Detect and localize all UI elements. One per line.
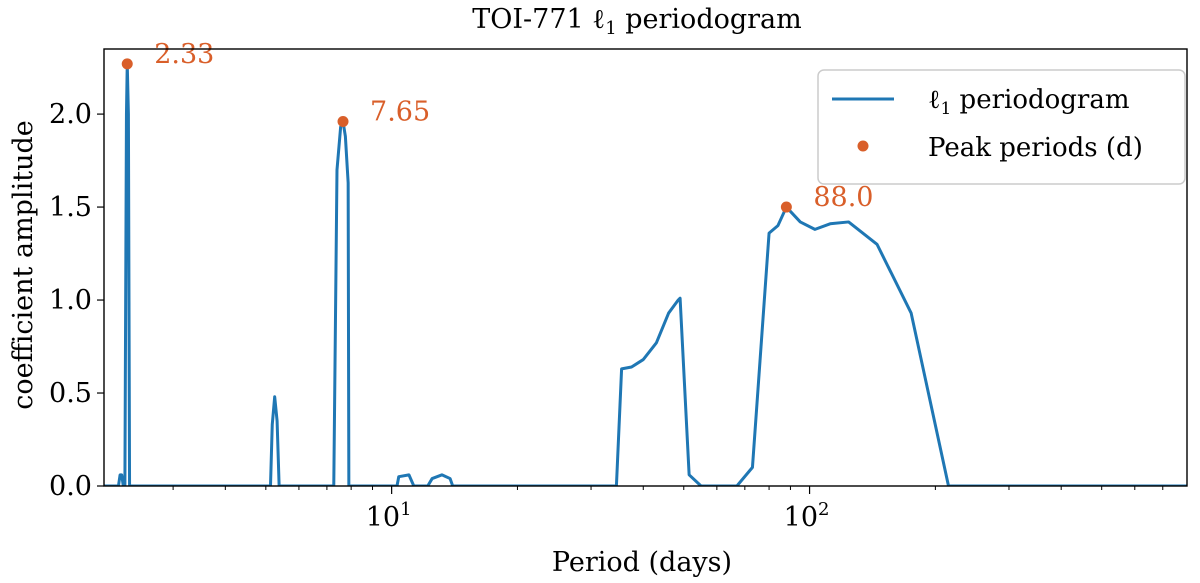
y-tick-label-3: 1.5 xyxy=(49,192,92,223)
axes-frame xyxy=(103,48,1188,487)
y-axis-label: coefficient amplitude xyxy=(8,120,39,410)
x-axis-label: Period (days) xyxy=(552,547,732,578)
y-tick-label-2: 1.0 xyxy=(49,285,92,316)
peak-marker-0 xyxy=(121,58,133,70)
y-tick-label-0: 0.0 xyxy=(49,471,92,502)
peak-marker-1 xyxy=(337,116,349,128)
peak-marker-2 xyxy=(780,201,792,213)
chart-title: TOI-771 ℓ1 periodogram xyxy=(472,4,802,39)
periodogram-line xyxy=(104,62,1187,486)
y-tick-label-1: 0.5 xyxy=(49,378,92,409)
plot-area: 2.33 7.65 88.0 xyxy=(104,39,1187,486)
peak-label-2: 88.0 xyxy=(813,182,873,213)
legend: ℓ1 periodogram Peak periods (d) xyxy=(817,69,1186,185)
axes: 0.0 0.5 1.0 1.5 2.0 101 102 xyxy=(49,48,1188,533)
peak-label-1: 7.65 xyxy=(370,97,430,128)
x-tick-label-0: 101 xyxy=(366,499,412,533)
y-tick-label-4: 2.0 xyxy=(49,99,92,130)
x-tick-label-1: 102 xyxy=(784,499,830,533)
legend-box xyxy=(817,69,1186,185)
legend-marker-peaks xyxy=(857,140,869,152)
peak-label-0: 2.33 xyxy=(154,39,214,70)
legend-label-peaks: Peak periods (d) xyxy=(928,133,1143,163)
legend-label-periodogram: ℓ1 periodogram xyxy=(928,85,1130,119)
